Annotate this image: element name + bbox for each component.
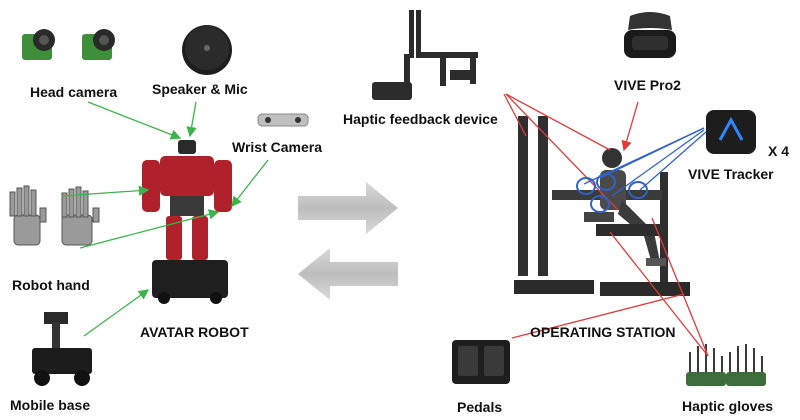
operating-station-image	[514, 116, 690, 296]
label-vive-pro2: VIVE Pro2	[614, 77, 681, 93]
wrist-camera-image	[257, 113, 309, 127]
haptic-feedback-device-image	[372, 10, 478, 100]
robot-hand-image	[9, 185, 100, 246]
mobile-base-image	[32, 312, 92, 386]
speaker-mic-image	[182, 25, 232, 75]
pedals-image	[452, 340, 510, 384]
label-haptic-gloves: Haptic gloves	[682, 398, 774, 414]
label-vive-tracker: VIVE Tracker	[688, 166, 774, 182]
label-haptic-feedback-device: Haptic feedback device	[343, 111, 498, 127]
vive-tracker-image	[706, 110, 756, 154]
head-camera-image	[22, 29, 115, 60]
label-head-camera: Head camera	[30, 84, 118, 100]
label-speaker-mic: Speaker & Mic	[152, 81, 248, 97]
label-operating-station: OPERATING STATION	[530, 324, 676, 340]
label-tracker-count: X 4	[768, 143, 790, 159]
transfer-arrow-left	[298, 248, 398, 300]
label-pedals: Pedals	[457, 399, 503, 415]
haptic-gloves-image	[686, 344, 766, 386]
label-avatar-robot: AVATAR ROBOT	[140, 324, 249, 340]
robot-component-links	[61, 101, 269, 337]
avatar-robot-image	[142, 140, 232, 304]
vive-pro2-image	[624, 12, 676, 58]
label-mobile-base: Mobile base	[10, 397, 91, 413]
station-component-links	[503, 93, 709, 357]
label-wrist-camera: Wrist Camera	[232, 139, 323, 155]
transfer-arrow-right	[298, 182, 398, 234]
tracker-links	[576, 127, 707, 213]
label-robot-hand: Robot hand	[12, 277, 90, 293]
